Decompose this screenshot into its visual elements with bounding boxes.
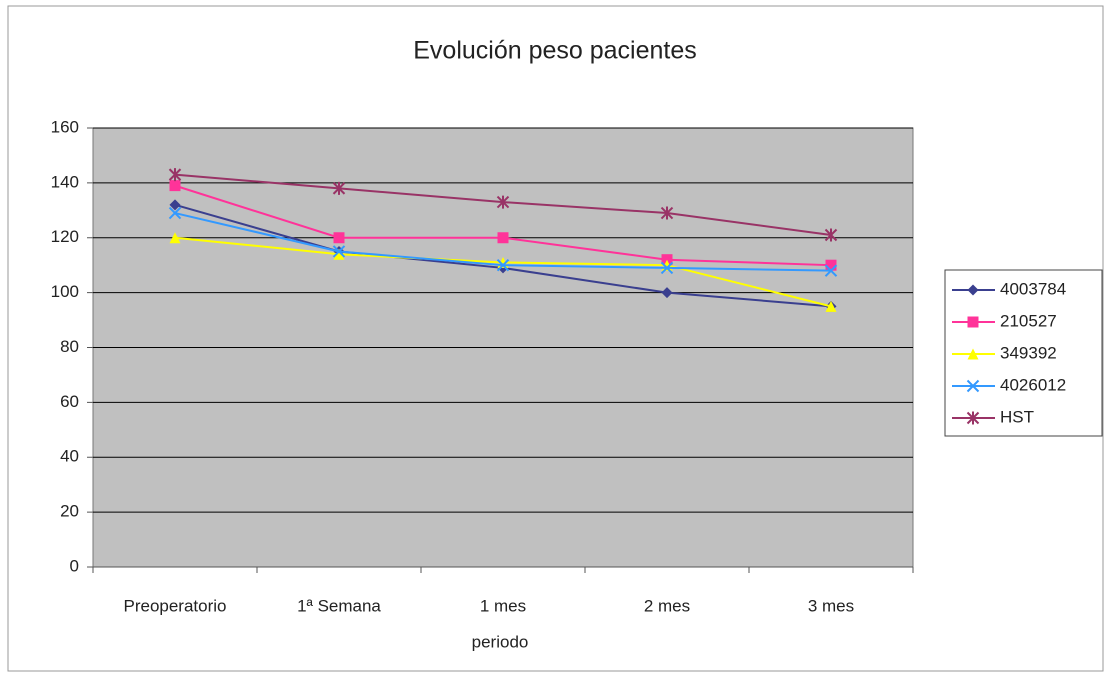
marker <box>824 228 838 242</box>
y-tick-label: 80 <box>60 337 79 356</box>
marker <box>496 258 510 272</box>
x-axis-title: periodo <box>472 632 529 651</box>
y-tick-label: 160 <box>51 117 79 136</box>
marker <box>168 168 182 182</box>
x-tick-label: 1ª Semana <box>297 596 381 615</box>
marker <box>825 259 837 271</box>
y-tick-label: 60 <box>60 392 79 411</box>
marker <box>497 232 509 244</box>
y-tick-label: 140 <box>51 172 79 191</box>
marker <box>168 206 182 220</box>
marker <box>660 206 674 220</box>
marker <box>332 245 346 258</box>
marker <box>333 232 345 244</box>
x-tick-label: 2 mes <box>644 596 690 615</box>
marker <box>824 264 838 277</box>
marker <box>169 199 181 211</box>
y-tick-label: 0 <box>70 556 79 575</box>
y-tick-label: 40 <box>60 447 79 466</box>
x-tick-label: 1 mes <box>480 596 526 615</box>
marker <box>967 284 979 296</box>
legend-label: 4026012 <box>1000 375 1066 394</box>
legend-label: 4003784 <box>1000 279 1066 298</box>
marker <box>966 379 980 393</box>
y-tick-label: 100 <box>51 282 79 301</box>
x-tick-label: Preoperatorio <box>123 596 226 615</box>
legend-label: 349392 <box>1000 343 1057 362</box>
y-tick-label: 120 <box>51 227 79 246</box>
chart-title: Evolución peso pacientes <box>413 37 697 65</box>
legend-label: HST <box>1000 407 1034 426</box>
marker <box>169 232 181 244</box>
y-tick-label: 20 <box>60 502 79 521</box>
marker <box>660 261 674 275</box>
marker <box>333 248 345 260</box>
marker <box>967 348 979 360</box>
marker <box>169 180 181 192</box>
marker <box>332 181 346 195</box>
marker <box>496 195 510 209</box>
marker <box>825 300 837 312</box>
marker <box>661 287 673 299</box>
marker <box>966 411 980 425</box>
legend-label: 210527 <box>1000 311 1057 330</box>
x-tick-label: 3 mes <box>808 596 854 615</box>
marker <box>967 316 979 328</box>
